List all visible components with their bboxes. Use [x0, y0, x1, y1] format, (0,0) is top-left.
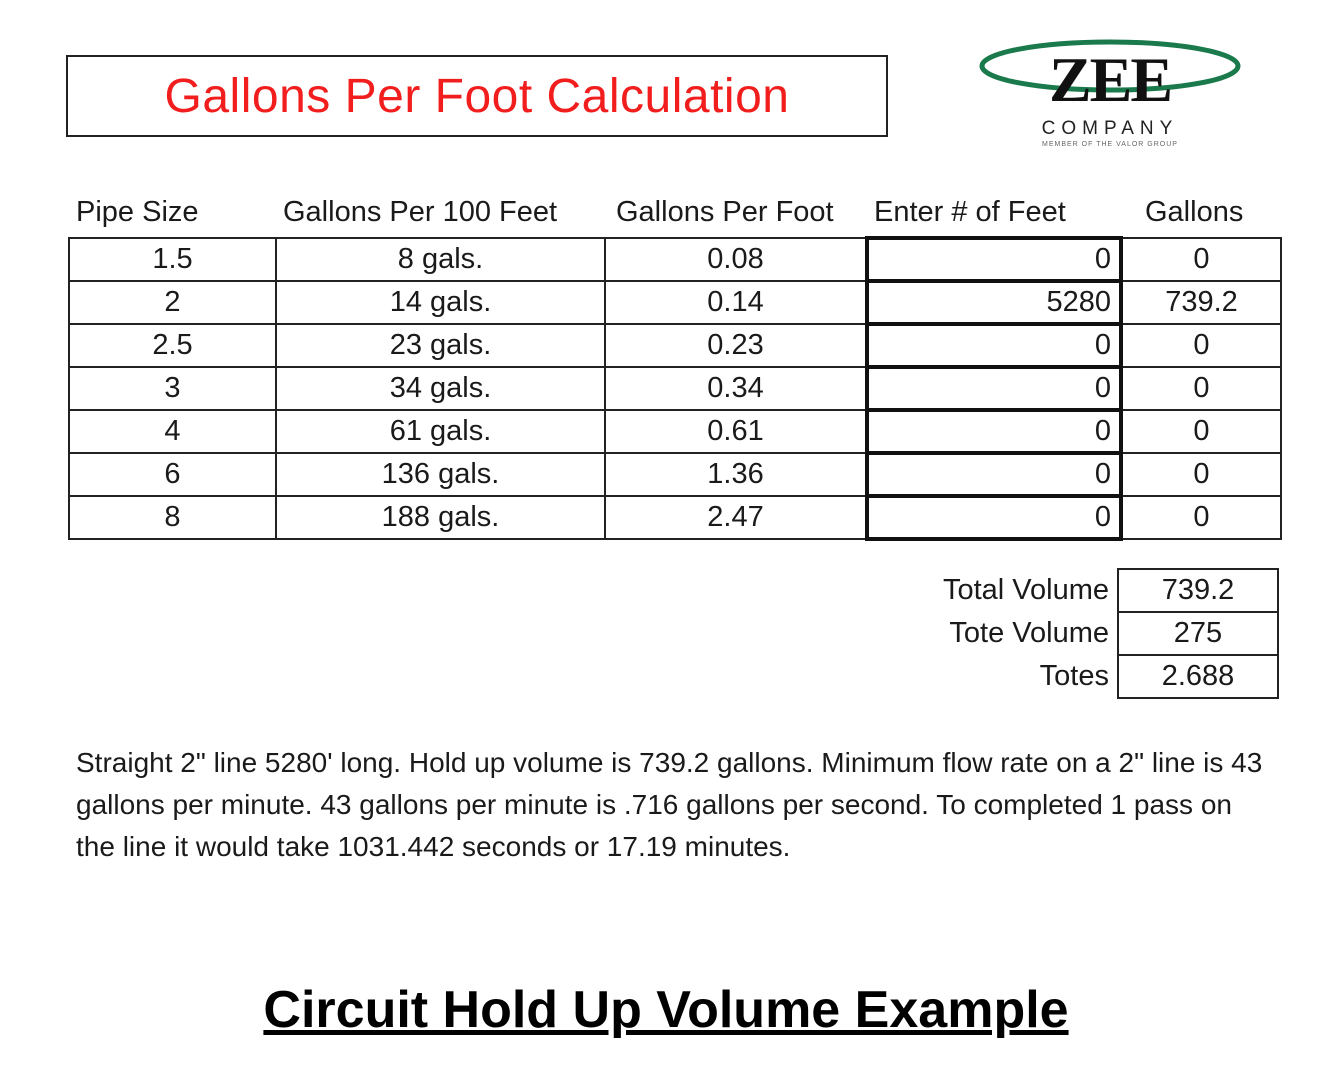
- logo-ring-icon: [979, 39, 1241, 93]
- table-row: 4 61 gals. 0.61 0 0: [68, 408, 1282, 455]
- gallons-cell: 0: [1120, 323, 1282, 368]
- gallons-per-foot-cell: 1.36: [604, 452, 868, 497]
- table-row: 1.5 8 gals. 0.08 0 0: [68, 236, 1282, 283]
- gallons-per-100-cell: 188 gals.: [275, 495, 606, 540]
- table-row: 2.5 23 gals. 0.23 0 0: [68, 322, 1282, 369]
- feet-input-cell[interactable]: 0: [865, 451, 1123, 498]
- gallons-per-100-cell: 34 gals.: [275, 366, 606, 411]
- totes-label: Totes: [1039, 660, 1109, 692]
- gallons-per-100-cell: 8 gals.: [275, 237, 606, 282]
- tote-volume-row: Tote Volume 275: [864, 611, 1279, 656]
- total-volume-row: Total Volume 739.2: [864, 568, 1279, 613]
- gallons-cell: 0: [1120, 452, 1282, 497]
- table-row: 6 136 gals. 1.36 0 0: [68, 451, 1282, 498]
- gallons-cell: 0: [1120, 495, 1282, 540]
- gallons-cell: 0: [1120, 237, 1282, 282]
- company-logo: ZEE COMPANY MEMBER OF THE VALOR GROUP: [975, 36, 1245, 156]
- gallons-per-foot-cell: 0.14: [604, 280, 868, 325]
- table-row: 3 34 gals. 0.34 0 0: [68, 365, 1282, 412]
- table-headers: Pipe Size Gallons Per 100 Feet Gallons P…: [0, 196, 1332, 232]
- gallons-cell: 0: [1120, 409, 1282, 454]
- page-title: Gallons Per Foot Calculation: [164, 69, 790, 123]
- gallons-per-foot-cell: 0.23: [604, 323, 868, 368]
- slide-caption: Circuit Hold Up Volume Example: [263, 981, 1069, 1039]
- pipe-table: 1.5 8 gals. 0.08 0 0 2 14 gals. 0.14 528…: [68, 236, 1282, 541]
- gallons-per-100-cell: 23 gals.: [275, 323, 606, 368]
- gallons-per-foot-cell: 2.47: [604, 495, 868, 540]
- header-pipe-size: Pipe Size: [76, 196, 199, 228]
- feet-input-cell[interactable]: 0: [865, 494, 1123, 541]
- pipe-size-cell: 6: [68, 452, 277, 497]
- gallons-per-100-cell: 14 gals.: [275, 280, 606, 325]
- total-volume-label: Total Volume: [942, 574, 1109, 606]
- header-gallons-per-foot: Gallons Per Foot: [616, 196, 834, 228]
- gallons-per-100-cell: 136 gals.: [275, 452, 606, 497]
- logo-tagline: MEMBER OF THE VALOR GROUP: [1042, 141, 1178, 148]
- total-volume-value: 739.2: [1117, 568, 1279, 613]
- gallons-cell: 739.2: [1120, 280, 1282, 325]
- totals-table: Total Volume 739.2 Tote Volume 275 Totes…: [864, 568, 1279, 699]
- header-gallons: Gallons: [1145, 196, 1244, 228]
- explanation-note: Straight 2" line 5280' long. Hold up vol…: [76, 747, 1263, 862]
- feet-input-cell[interactable]: 0: [865, 236, 1123, 283]
- header-gallons-per-100: Gallons Per 100 Feet: [283, 196, 558, 228]
- feet-input-cell[interactable]: 0: [865, 322, 1123, 369]
- pipe-size-cell: 2.5: [68, 323, 277, 368]
- gallons-cell: 0: [1120, 366, 1282, 411]
- gallons-per-100-cell: 61 gals.: [275, 409, 606, 454]
- logo-wordmark: ZEE: [1048, 44, 1173, 115]
- pipe-size-cell: 3: [68, 366, 277, 411]
- tote-volume-value: 275: [1117, 611, 1279, 656]
- pipe-size-cell: 4: [68, 409, 277, 454]
- feet-input-cell[interactable]: 0: [865, 408, 1123, 455]
- header-enter-feet: Enter # of Feet: [874, 196, 1066, 228]
- logo-subtitle: COMPANY: [1041, 118, 1179, 139]
- feet-input-cell[interactable]: 0: [865, 365, 1123, 412]
- totes-value: 2.688: [1117, 654, 1279, 699]
- pipe-size-cell: 2: [68, 280, 277, 325]
- tote-volume-label: Tote Volume: [949, 617, 1109, 649]
- pipe-size-cell: 8: [68, 495, 277, 540]
- table-row: 8 188 gals. 2.47 0 0: [68, 494, 1282, 541]
- gallons-per-foot-cell: 0.34: [604, 366, 868, 411]
- totes-row: Totes 2.688: [864, 654, 1279, 699]
- gallons-per-foot-cell: 0.61: [604, 409, 868, 454]
- feet-input-cell[interactable]: 5280: [865, 279, 1123, 326]
- gallons-per-foot-cell: 0.08: [604, 237, 868, 282]
- title-box: Gallons Per Foot Calculation: [66, 55, 888, 137]
- pipe-size-cell: 1.5: [68, 237, 277, 282]
- table-row: 2 14 gals. 0.14 5280 739.2: [68, 279, 1282, 326]
